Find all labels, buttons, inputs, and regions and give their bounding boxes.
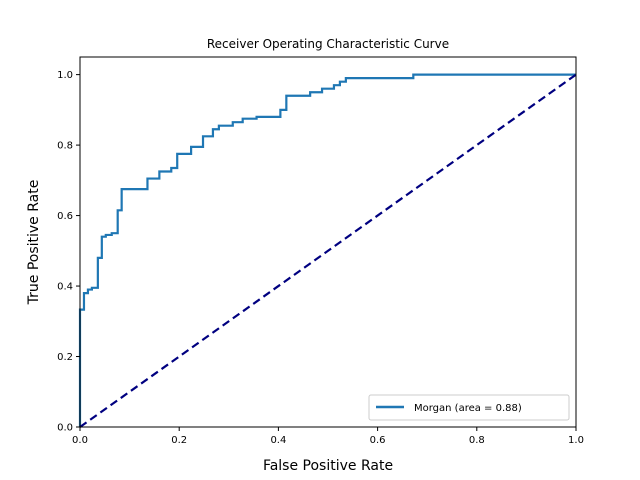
x-tick-label: 0.0 (72, 435, 88, 446)
x-tick-label: 0.8 (469, 435, 485, 446)
x-tick-label: 0.6 (370, 435, 386, 446)
plot-area (78, 73, 577, 428)
y-tick-label: 0.4 (57, 282, 73, 293)
roc-curve-line (78, 73, 576, 427)
y-tick-label: 0.6 (57, 211, 73, 222)
axes-frame (79, 56, 577, 428)
x-tick-label: 0.4 (270, 435, 286, 446)
y-tick-label: 0.8 (57, 141, 73, 152)
legend: Morgan (area = 0.88) (368, 394, 570, 421)
y-tick-label: 0.0 (57, 423, 73, 434)
x-tick-label: 1.0 (568, 435, 584, 446)
y-axis: 0.0 0.2 0.4 0.6 0.8 1.0 (57, 70, 80, 434)
y-tick-label: 0.2 (57, 352, 73, 363)
x-tick-label: 0.2 (171, 435, 187, 446)
chart-title: Receiver Operating Characteristic Curve (207, 37, 449, 51)
legend-box (368, 394, 570, 421)
chance-line (79, 73, 577, 428)
y-tick-label: 1.0 (57, 70, 73, 81)
x-axis: 0.0 0.2 0.4 0.6 0.8 1.0 (72, 427, 584, 446)
y-axis-label: True Positive Rate (26, 180, 42, 306)
legend-label: Morgan (area = 0.88) (414, 403, 522, 414)
x-axis-label: False Positive Rate (263, 458, 393, 474)
